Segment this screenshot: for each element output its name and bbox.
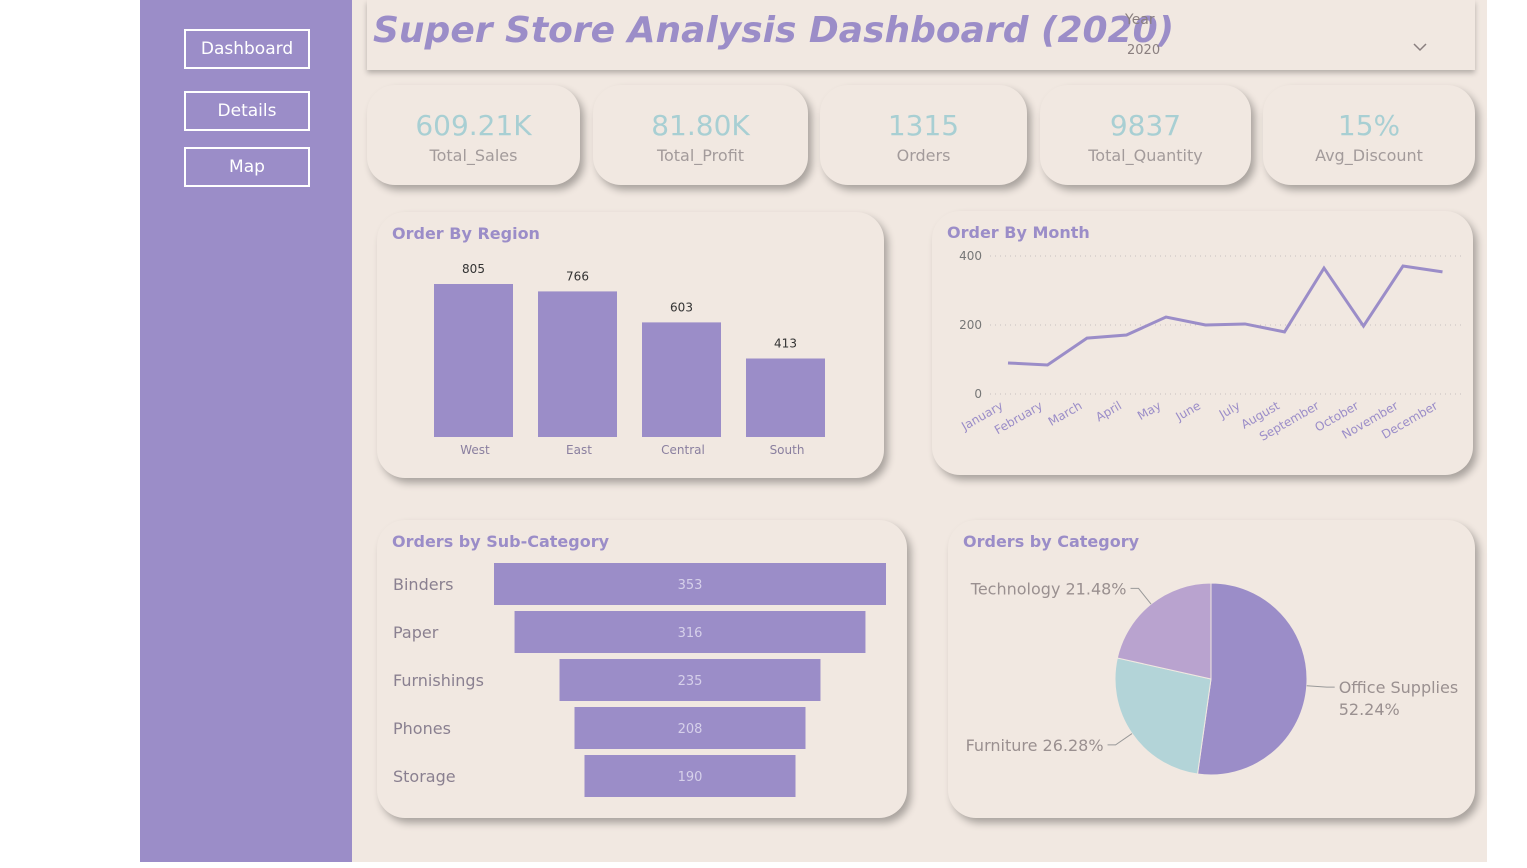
kpi-card: 15% Avg_Discount <box>1263 85 1475 185</box>
x-tick-label: April <box>1093 398 1124 424</box>
chart-card: Order By Region 805 West 766 East 603 Central 4… <box>377 212 884 478</box>
nav-button[interactable]: Map <box>184 147 310 187</box>
category-label: Furnishings <box>393 671 484 690</box>
chart-card: Orders by Category Office Supplies 52.24% F… <box>948 520 1475 818</box>
leader-line <box>1130 587 1152 605</box>
kpi-label: Total_Profit <box>656 146 745 165</box>
bar <box>494 563 886 605</box>
data-label: 413 <box>774 337 797 351</box>
kpi-value: 81.80K <box>651 109 750 142</box>
chart-title: Order By Month <box>947 223 1090 242</box>
slice-value: 21.48% <box>1066 579 1127 598</box>
x-tick-label: Central <box>661 443 705 457</box>
chart-card: Orders by Sub-Category 353 Binders 316 Paper… <box>377 520 907 818</box>
filter-label: Year <box>1125 12 1155 28</box>
bar <box>514 611 866 653</box>
bar <box>574 707 806 749</box>
dropdown-icon[interactable] <box>1413 42 1427 52</box>
data-label: 208 <box>678 722 703 737</box>
bar <box>434 284 513 437</box>
kpi-card: 9837 Total_Quantity <box>1040 85 1251 185</box>
bar <box>642 322 721 437</box>
y-tick-label: 400 <box>959 249 982 263</box>
slice-name: Office Supplies <box>1339 678 1458 697</box>
kpi-card: 81.80K Total_Profit <box>593 85 808 185</box>
kpi-value: 15% <box>1337 109 1401 142</box>
category-label: Paper <box>393 623 439 642</box>
slice-value: 26.28% <box>1043 736 1104 755</box>
data-label: 353 <box>678 578 703 593</box>
kpi-card: 609.21K Total_Sales <box>367 85 580 185</box>
slice-label: Furniture 26.28% <box>966 736 1104 755</box>
x-tick-label: June <box>1172 398 1203 424</box>
bar <box>559 659 821 701</box>
sidebar: Dashboard Details Map <box>140 0 352 862</box>
y-tick-label: 0 <box>974 387 982 401</box>
chart-card: Order By Month 0 200 400 January February Marc… <box>932 211 1473 475</box>
x-tick-label: May <box>1135 398 1163 423</box>
bar <box>746 358 825 437</box>
data-label: 316 <box>678 626 703 641</box>
kpi-value: 609.21K <box>415 109 532 142</box>
slice-value: 52.24% <box>1339 700 1400 719</box>
pie-slice <box>1196 582 1308 776</box>
chart: Orders by Sub-Category 353 Binders 316 Paper… <box>392 532 886 797</box>
chart: Order By Region 805 West 766 East 603 Central 4… <box>392 224 825 457</box>
kpi-label: Orders <box>896 146 951 165</box>
y-tick-label: 200 <box>959 318 982 332</box>
kpi-card: 1315 Orders <box>820 85 1027 185</box>
nav-button[interactable]: Dashboard <box>184 29 310 69</box>
slice-label: Technology 21.48% <box>970 579 1127 598</box>
data-label: 603 <box>670 300 693 314</box>
slice-label: Office Supplies 52.24% <box>1339 678 1458 719</box>
chart-title: Orders by Sub-Category <box>392 532 610 551</box>
nav-button[interactable]: Details <box>184 91 310 131</box>
line <box>1007 264 1443 367</box>
kpi-label: Avg_Discount <box>1315 146 1423 165</box>
data-label: 766 <box>566 269 589 283</box>
title: Super Store Analysis Dashboard (2020) <box>373 10 1175 51</box>
data-label: 190 <box>678 770 703 785</box>
leader-line <box>1306 685 1335 688</box>
chart-title: Order By Region <box>392 224 540 243</box>
x-tick-label: March <box>1046 398 1085 428</box>
kpi-label: Total_Quantity <box>1088 146 1203 165</box>
leader-line <box>1107 733 1133 746</box>
category-label: Storage <box>393 767 456 786</box>
filter-value[interactable]: 2020 <box>1127 43 1161 58</box>
data-label: 235 <box>678 674 703 689</box>
bar <box>584 755 796 797</box>
x-tick-label: South <box>770 443 805 457</box>
kpi-value: 1315 <box>887 109 960 142</box>
chart-title: Orders by Category <box>963 532 1140 551</box>
chart: Orders by Category Office Supplies 52.24% F… <box>963 532 1458 776</box>
x-tick-label: West <box>460 443 490 457</box>
category-label: Binders <box>393 575 453 594</box>
slice-name: Furniture <box>966 736 1038 755</box>
x-tick-label: July <box>1216 398 1243 421</box>
bar <box>538 291 617 437</box>
header: Super Store Analysis Dashboard (2020) Ye… <box>367 0 1475 70</box>
kpi-value: 9837 <box>1109 109 1182 142</box>
slice-name: Technology <box>970 579 1061 598</box>
category-label: Phones <box>393 719 451 738</box>
x-tick-label: East <box>566 443 592 457</box>
kpi-label: Total_Sales <box>429 146 518 165</box>
data-label: 805 <box>462 262 485 276</box>
